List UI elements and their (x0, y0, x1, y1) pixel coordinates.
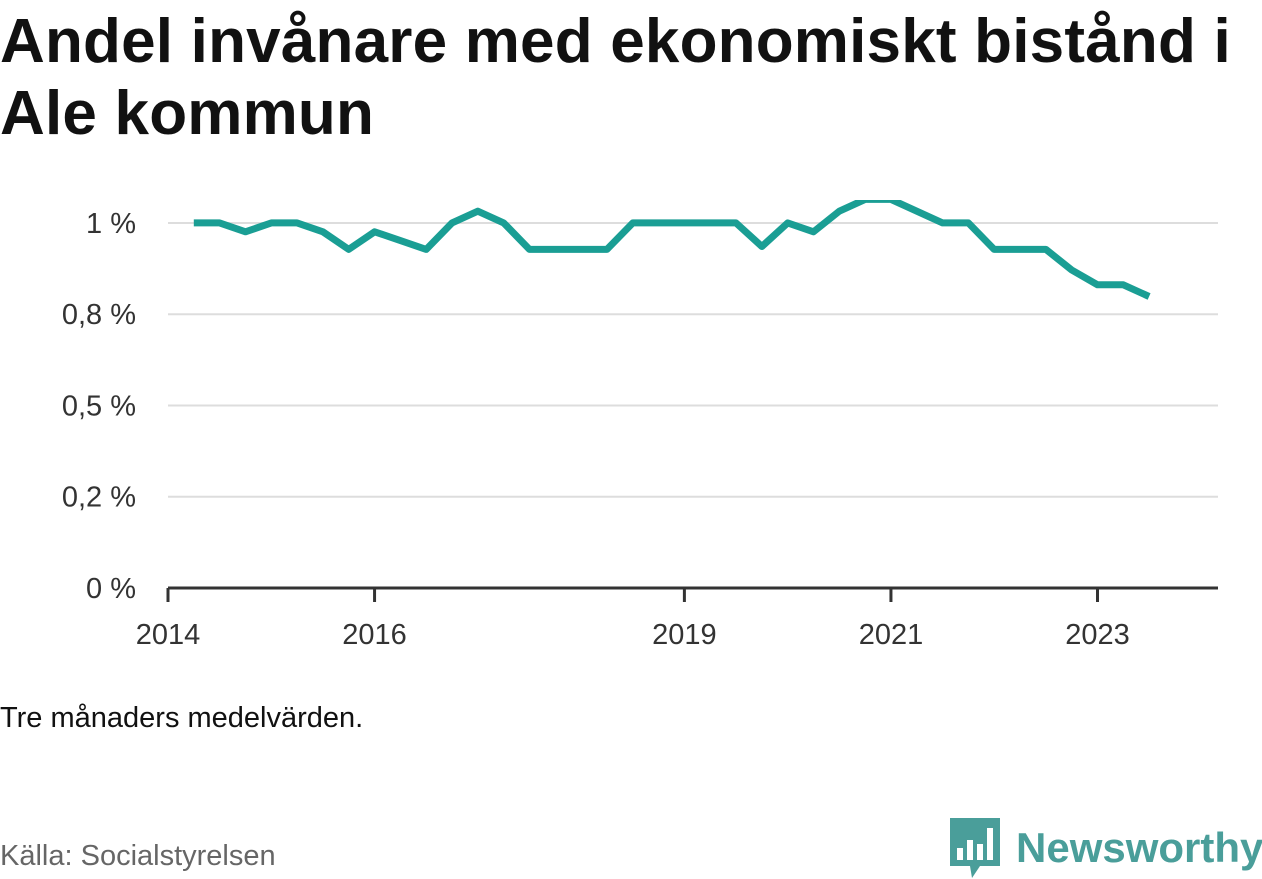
chart-title: Andel invånare med ekonomiskt bistånd i … (0, 7, 1231, 148)
data-point (578, 246, 585, 253)
x-tick-label: 2021 (859, 619, 924, 651)
data-point (216, 219, 223, 226)
data-point (474, 208, 481, 215)
data-point (655, 219, 662, 226)
data-point (345, 246, 352, 253)
x-tick-label: 2014 (136, 619, 201, 651)
y-tick-label: 0,2 % (62, 482, 136, 514)
data-point (526, 246, 533, 253)
data-point (707, 219, 714, 226)
data-point (965, 219, 972, 226)
x-tick-label: 2019 (652, 619, 717, 651)
series-line (193, 200, 1151, 300)
data-point (629, 219, 636, 226)
source-label: Källa: Socialstyrelsen (0, 840, 276, 872)
data-point (319, 228, 326, 235)
newsworthy-logo: Newsworthy (950, 818, 1262, 878)
data-point (1120, 281, 1127, 288)
x-tick-label: 2016 (342, 619, 407, 651)
series-layer (190, 200, 1153, 300)
data-point (913, 208, 920, 215)
data-point (991, 246, 998, 253)
data-point (449, 219, 456, 226)
data-point (1042, 246, 1049, 253)
data-point (242, 228, 249, 235)
data-point (603, 246, 610, 253)
data-point (371, 228, 378, 235)
data-point (1094, 281, 1101, 288)
y-tick-label: 1 % (86, 208, 136, 240)
x-tick-label: 2023 (1065, 619, 1130, 651)
y-tick-label: 0 % (86, 573, 136, 605)
x-axis: 2014 2016 2019 2021 2023 (136, 586, 1218, 651)
data-point (810, 228, 817, 235)
data-point (836, 208, 843, 215)
data-point (939, 219, 946, 226)
data-point (1017, 246, 1024, 253)
data-point (552, 246, 559, 253)
data-point (423, 246, 430, 253)
data-point (681, 219, 688, 226)
data-point (1146, 293, 1153, 300)
chart-note: Tre månaders medelvärden. (0, 702, 364, 734)
data-point (500, 219, 507, 226)
y-axis-ticks: 0 % 0,2 % 0,5 % 0,8 % 1 % (62, 208, 136, 605)
data-point (190, 219, 197, 226)
data-point (397, 237, 404, 244)
data-point (294, 219, 301, 226)
data-point (1068, 267, 1075, 274)
line-chart: 0 %0,2 %0,5 %0,8 %1 % 2014 2016 2019 2021 20… (62, 200, 1218, 651)
y-tick-label: 0,5 % (62, 390, 136, 422)
data-point (733, 219, 740, 226)
brand-name: Newsworthy (1016, 824, 1262, 871)
data-point (758, 243, 765, 250)
y-tick-label: 0,8 % (62, 299, 136, 331)
bar-chart-icon (950, 818, 1000, 878)
data-point (784, 219, 791, 226)
data-point (268, 219, 275, 226)
